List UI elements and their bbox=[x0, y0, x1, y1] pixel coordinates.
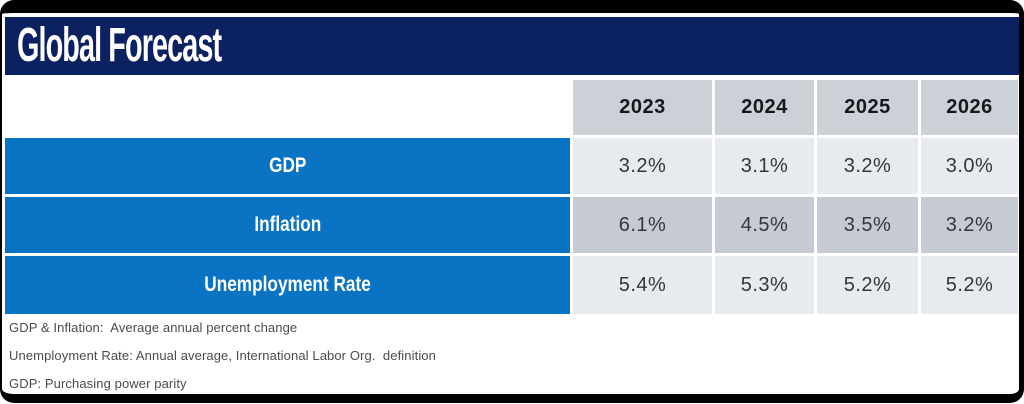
cell-gdp-2026: 3.0% bbox=[921, 138, 1018, 194]
cell-inflation-2023: 6.1% bbox=[573, 197, 712, 253]
row-label-text: Unemployment Rate bbox=[204, 273, 371, 296]
year-header-2025: 2025 bbox=[817, 80, 918, 135]
year-header-2023: 2023 bbox=[573, 80, 712, 135]
cell-unemployment-2023: 5.4% bbox=[573, 256, 712, 314]
row-label-gdp: GDP bbox=[5, 138, 570, 194]
cell-unemployment-2025: 5.2% bbox=[817, 256, 918, 314]
cell-unemployment-2024: 5.3% bbox=[715, 256, 814, 314]
year-header-2024: 2024 bbox=[715, 80, 814, 135]
cell-gdp-2025: 3.2% bbox=[817, 138, 918, 194]
row-label-text: Inflation bbox=[254, 213, 321, 236]
cell-gdp-2023: 3.2% bbox=[573, 138, 712, 194]
page-title: Global Forecast bbox=[17, 19, 222, 72]
cell-gdp-2024: 3.1% bbox=[715, 138, 814, 194]
footnotes: GDP & Inflation: Average annual percent … bbox=[9, 320, 436, 404]
year-header-2026: 2026 bbox=[921, 80, 1018, 135]
footnote-gdp-ppp: GDP: Purchasing power parity bbox=[9, 376, 187, 391]
title-bar: Global Forecast bbox=[5, 17, 1019, 75]
cell-unemployment-2026: 5.2% bbox=[921, 256, 1018, 314]
footnote-unemployment: Unemployment Rate: Annual average, Inter… bbox=[9, 348, 436, 363]
cell-inflation-2024: 4.5% bbox=[715, 197, 814, 253]
row-label-unemployment-rate: Unemployment Rate bbox=[5, 256, 570, 314]
row-label-text: GDP bbox=[268, 154, 307, 177]
table-corner-spacer bbox=[5, 80, 570, 135]
forecast-table: 2023 2024 2025 2026 GDP 3.2% 3.1% 3.2% 3… bbox=[5, 80, 1018, 314]
cell-inflation-2025: 3.5% bbox=[817, 197, 918, 253]
row-label-inflation: Inflation bbox=[5, 197, 570, 253]
footnote-gdp-inflation: GDP & Inflation: Average annual percent … bbox=[9, 320, 298, 335]
cell-inflation-2026: 3.2% bbox=[921, 197, 1018, 253]
